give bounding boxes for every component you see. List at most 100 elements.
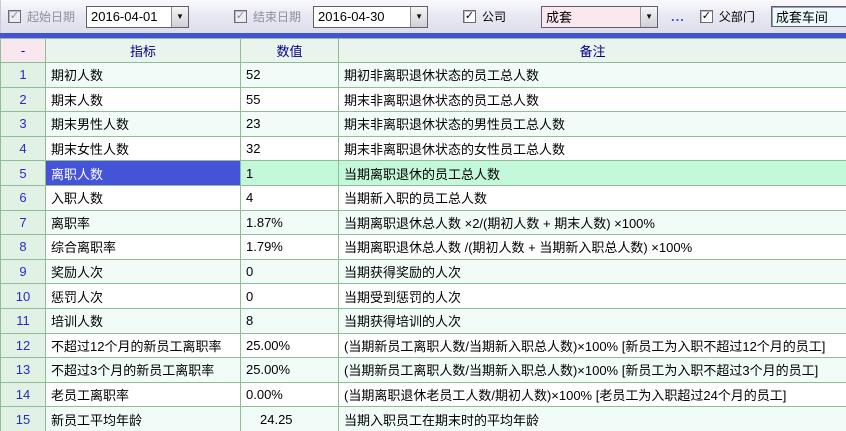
remark-cell[interactable]: 期末非离职退休状态的男性员工总人数 [338,111,846,137]
indicator-cell[interactable]: 期末人数 [45,86,241,113]
parent-dept-checkbox[interactable] [699,10,713,23]
indicator-cell[interactable]: 离职人数 [45,160,241,186]
table-row[interactable]: 5 离职人数 1 当期离职退休的员工总人数 [0,160,846,186]
company-combo[interactable]: 成套 ▼ [541,5,659,28]
indicator-cell[interactable]: 期初人数 [45,62,241,88]
value-cell[interactable]: 24.25 [240,406,339,431]
table-row[interactable]: 1 期初人数 52 期初非离职退休状态的员工总人数 [0,62,846,88]
indicator-cell[interactable]: 入职人数 [45,184,241,211]
remark-cell[interactable]: 当期新入职的员工总人数 [338,184,846,211]
indicator-cell[interactable]: 新员工平均年龄 [45,406,241,431]
remark-cell[interactable]: (当期新员工离职人数/当期新入职总人数)×100% [新员工为入职不超过3个月的… [338,357,846,383]
start-date-combo[interactable]: 2016-04-01 ▼ [86,5,190,28]
header-indicator: 指标 [45,38,241,63]
row-number[interactable]: 2 [0,86,46,113]
indicator-cell[interactable]: 离职率 [45,209,241,236]
row-number[interactable]: 14 [0,381,46,408]
header-row-number: - [0,38,46,63]
row-number[interactable]: 12 [0,332,46,359]
value-cell[interactable]: 0 [240,258,339,285]
row-number[interactable]: 6 [0,184,46,211]
table-header-row: - 指标 数值 备注 [0,38,846,63]
toolbar-table-divider [0,33,846,38]
start-date-label: 起始日期 [27,10,76,24]
remark-cell[interactable]: 当期受到惩罚的人次 [338,283,846,309]
value-cell[interactable]: 0.00% [240,381,339,408]
value-cell[interactable]: 55 [240,86,339,113]
table-row[interactable]: 8 综合离职率 1.79% 当期离职退休总人数 /(期初人数 + 当期新入职总人… [0,234,846,260]
row-number[interactable]: 13 [0,357,46,383]
table-row[interactable]: 13 不超过3个月的新员工离职率 25.00% (当期新员工离职人数/当期新入职… [0,357,846,383]
value-cell[interactable]: 25.00% [240,332,339,359]
indicator-cell[interactable]: 惩罚人次 [45,283,241,309]
row-number[interactable]: 7 [0,209,46,236]
end-date-checkbox[interactable] [234,10,248,23]
company-checkbox[interactable] [463,10,477,23]
row-number[interactable]: 11 [0,307,46,334]
remark-cell[interactable]: 当期离职退休总人数 /(期初人数 + 当期新入职总人数) ×100% [338,234,846,260]
table-row[interactable]: 3 期末男性人数 23 期末非离职退休状态的男性员工总人数 [0,111,846,137]
remark-cell[interactable]: 当期离职退休总人数 ×2/(期初人数 + 期末人数) ×100% [338,209,846,236]
header-remark: 备注 [338,38,846,63]
company-value: 成套 [542,6,641,27]
remark-cell[interactable]: 当期入职员工在期末时的平均年龄 [338,406,846,431]
remark-cell[interactable]: 当期离职退休的员工总人数 [338,160,846,186]
value-cell[interactable]: 23 [240,111,339,137]
indicator-cell[interactable]: 不超过3个月的新员工离职率 [45,357,241,383]
end-date-label: 结束日期 [253,10,302,24]
table-row[interactable]: 12 不超过12个月的新员工离职率 25.00% (当期新员工离职人数/当期新入… [0,332,846,359]
table-row[interactable]: 15 新员工平均年龄 24.25 当期入职员工在期末时的平均年龄 [0,406,846,431]
parent-dept-input[interactable]: 成套车间 [770,6,846,27]
row-number[interactable]: 15 [0,406,46,431]
remark-cell[interactable]: 期末非离职退休状态的员工总人数 [338,86,846,113]
value-cell[interactable]: 8 [240,307,339,334]
parent-dept-label: 父部门 [718,10,755,24]
remark-cell[interactable]: 当期获得奖励的人次 [338,258,846,285]
row-number[interactable]: 4 [0,135,46,162]
row-number[interactable]: 9 [0,258,46,285]
value-cell[interactable]: 1.79% [240,234,339,260]
value-cell[interactable]: 1 [240,160,339,186]
remark-cell[interactable]: 当期获得培训的人次 [338,307,846,334]
remark-cell[interactable]: (当期离职退休老员工人数/期初人数)×100% [老员工为入职超过24个月的员工… [338,381,846,408]
value-cell[interactable]: 4 [240,184,339,211]
start-date-value: 2016-04-01 [87,6,172,27]
end-date-combo[interactable]: 2016-04-30 ▼ [313,5,429,28]
row-number[interactable]: 3 [0,111,46,137]
row-number[interactable]: 8 [0,234,46,260]
value-cell[interactable]: 52 [240,62,339,88]
indicator-cell[interactable]: 期末男性人数 [45,111,241,137]
table-row[interactable]: 4 期末女性人数 32 期末非离职退休状态的女性员工总人数 [0,135,846,162]
indicator-cell[interactable]: 期末女性人数 [45,135,241,162]
value-cell[interactable]: 32 [240,135,339,162]
indicator-cell[interactable]: 不超过12个月的新员工离职率 [45,332,241,359]
start-date-checkbox[interactable] [8,10,21,23]
indicator-cell[interactable]: 综合离职率 [45,234,241,260]
value-cell[interactable]: 1.87% [240,209,339,236]
table-row[interactable]: 10 惩罚人次 0 当期受到惩罚的人次 [0,283,846,309]
header-value: 数值 [240,38,339,63]
indicator-cell[interactable]: 老员工离职率 [45,381,241,408]
value-cell[interactable]: 0 [240,283,339,309]
row-number[interactable]: 10 [0,283,46,309]
end-date-value: 2016-04-30 [314,6,411,27]
company-dropdown-icon[interactable]: ▼ [640,6,658,27]
remark-cell[interactable]: 期末非离职退休状态的女性员工总人数 [338,135,846,162]
row-number[interactable]: 1 [0,62,46,88]
table-row[interactable]: 6 入职人数 4 当期新入职的员工总人数 [0,184,846,211]
company-browse-button[interactable]: ... [671,9,685,24]
remark-cell[interactable]: (当期新员工离职人数/当期新入职总人数)×100% [新员工为入职不超过12个月… [338,332,846,359]
indicator-cell[interactable]: 培训人数 [45,307,241,334]
value-cell[interactable]: 25.00% [240,357,339,383]
table-row[interactable]: 9 奖励人次 0 当期获得奖励的人次 [0,258,846,285]
remark-cell[interactable]: 期初非离职退休状态的员工总人数 [338,62,846,88]
indicator-cell[interactable]: 奖励人次 [45,258,241,285]
hr-indicator-table: - 指标 数值 备注 1 期初人数 52 期初非离职退休状态的员工总人数 2 期… [0,38,846,431]
table-row[interactable]: 14 老员工离职率 0.00% (当期离职退休老员工人数/期初人数)×100% … [0,381,846,408]
start-date-dropdown-icon[interactable]: ▼ [171,6,189,27]
table-row[interactable]: 11 培训人数 8 当期获得培训的人次 [0,307,846,334]
table-row[interactable]: 2 期末人数 55 期末非离职退休状态的员工总人数 [0,86,846,113]
table-row[interactable]: 7 离职率 1.87% 当期离职退休总人数 ×2/(期初人数 + 期末人数) ×… [0,209,846,236]
row-number[interactable]: 5 [0,160,46,186]
end-date-dropdown-icon[interactable]: ▼ [410,6,428,27]
